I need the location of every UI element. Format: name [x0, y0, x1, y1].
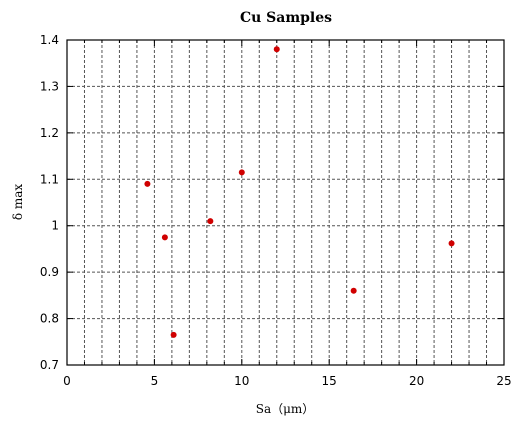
grid [67, 40, 504, 365]
data-point [238, 169, 245, 176]
data-points [144, 46, 455, 338]
x-axis-label: Sa（μm） [256, 402, 315, 416]
y-axis-label: δ max [11, 184, 25, 221]
x-tick-label: 0 [63, 374, 71, 388]
data-point [170, 331, 177, 338]
x-tick-label: 20 [409, 374, 424, 388]
data-point [273, 46, 280, 53]
x-tick-label: 10 [234, 374, 249, 388]
chart-title: Cu Samples [240, 10, 332, 26]
y-tick-label: 1.4 [40, 33, 59, 47]
data-point [350, 287, 357, 294]
x-tick-label: 5 [151, 374, 159, 388]
x-tick-label: 15 [322, 374, 337, 388]
x-tick-label: 25 [496, 374, 511, 388]
y-tick-label: 0.8 [40, 312, 59, 326]
data-point [161, 234, 168, 241]
y-tick-label: 1.1 [40, 172, 59, 186]
plot-frame [66, 39, 505, 366]
y-tick-label: 0.7 [40, 358, 59, 372]
y-tick-labels: 0.7 0.8 0.9 1 1.1 1.2 1.3 1.4 [40, 33, 59, 372]
x-tick-labels: 0 5 10 15 20 25 [63, 374, 511, 388]
data-point [144, 180, 151, 187]
y-tick-label: 0.9 [40, 265, 59, 279]
data-point [448, 240, 455, 247]
y-tick-label: 1.3 [40, 79, 59, 93]
data-point [207, 218, 214, 225]
y-tick-label: 1.2 [40, 126, 59, 140]
axis-ticks [67, 40, 504, 365]
y-tick-label: 1 [51, 219, 59, 233]
